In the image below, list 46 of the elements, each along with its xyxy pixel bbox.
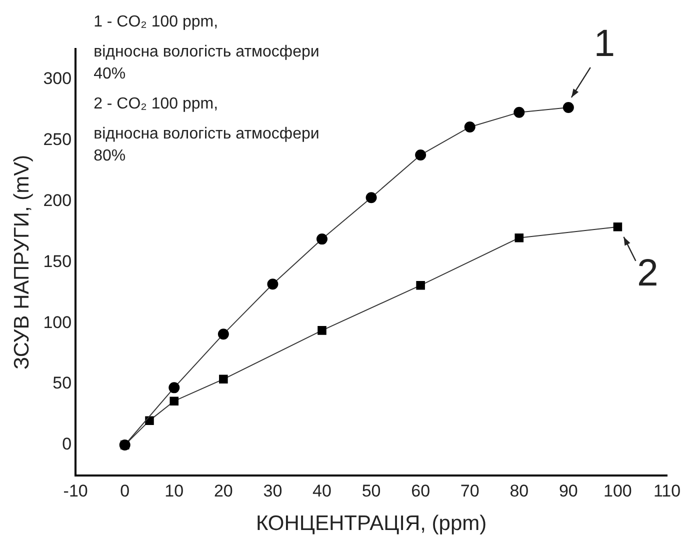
point [613,222,622,232]
annotation: 2 [637,252,658,294]
point [562,102,574,113]
point [464,121,476,132]
point [168,382,180,394]
y-tick-label: 300 [43,69,72,88]
point [316,234,328,245]
point [218,328,229,340]
point [267,278,278,290]
point [416,280,425,290]
annotation: відносна вологість атмосфери [94,43,320,60]
x-tick-label: 0 [120,481,130,500]
x-tick-label: 10 [164,481,184,500]
x-axis-title: КОНЦЕНТРАЦІЯ, (ppm) [256,512,487,536]
annotation: відносна вологість атмосфери [94,125,320,142]
x-tick-label: 100 [604,481,632,500]
annotation: 80% [94,147,126,164]
annotation: 40% [94,65,126,82]
x-tick-label: 50 [362,481,381,500]
point [170,396,179,406]
point [514,233,524,242]
point [145,416,154,425]
x-tick-label: 80 [510,481,529,500]
y-tick-label: 200 [43,190,72,210]
y-tick-label: 250 [43,130,72,150]
y-tick-label: 100 [43,312,72,332]
point [318,326,326,335]
x-tick-label: 110 [653,481,681,500]
point [219,374,228,384]
annotation: 2 - CO₂ 100 ppm, [94,95,218,112]
y-tick-label: 0 [62,434,72,454]
y-tick-label: 150 [43,252,72,271]
point [366,192,377,204]
x-tick-label: 20 [214,481,233,500]
y-tick-label: 50 [52,374,72,393]
point [415,149,426,160]
x-tick-label: 40 [312,481,332,500]
annotation: 1 [594,22,615,65]
point [514,106,525,118]
text: 1 - CO₂ 100 ppm, [94,13,218,30]
x-tick-label: 60 [411,481,430,500]
y-axis-title: ЗСУВ НАПРУГИ, (mV) [10,154,34,370]
x-tick-label: 70 [460,481,480,500]
x-tick-label: 90 [558,481,578,500]
x-tick-label: 30 [263,481,282,500]
x-tick-label: -10 [63,481,88,500]
